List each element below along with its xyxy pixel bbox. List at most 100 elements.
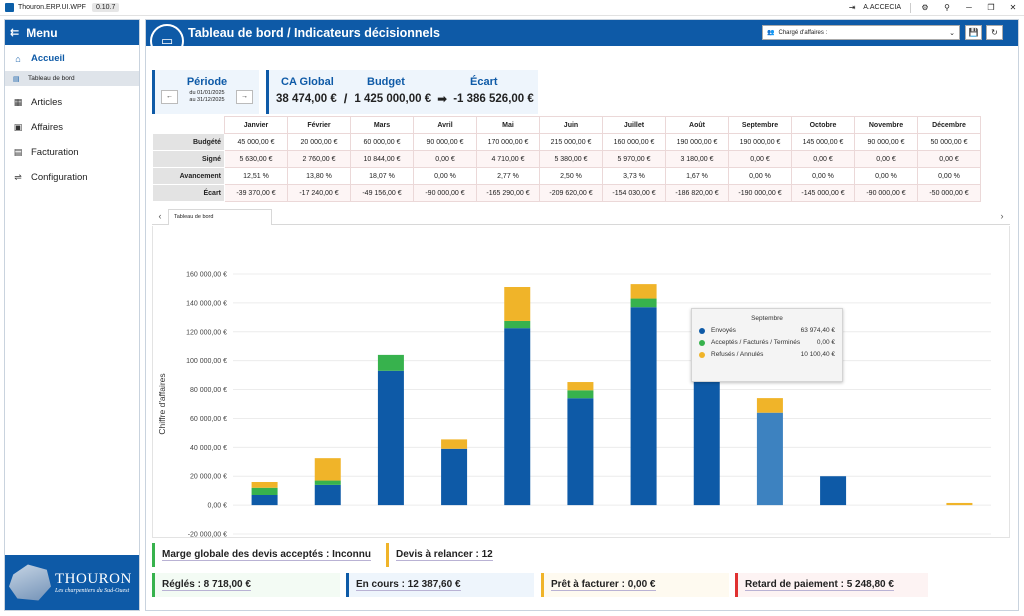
minimize-button[interactable]: ─ bbox=[966, 3, 972, 12]
user-name[interactable]: A.ACCECIA bbox=[863, 4, 901, 11]
tooltip-series-value: 10 100,40 € bbox=[800, 351, 835, 358]
y-tick-label: 20 000,00 € bbox=[190, 474, 227, 481]
sidebar-subitem-tableau-de-bord[interactable]: ▤ Tableau de bord bbox=[5, 71, 139, 86]
save-button[interactable]: 💾 bbox=[965, 25, 982, 40]
table-cell: 2,77 % bbox=[476, 167, 540, 185]
sidebar-subitem-label: Tableau de bord bbox=[28, 75, 75, 82]
bar-envoy-s-septembre bbox=[756, 412, 783, 506]
menu-collapse-icon[interactable]: ⇇ bbox=[10, 27, 20, 39]
ecart-value: -1 386 526,00 € bbox=[453, 92, 534, 105]
table-cell: 0,00 % bbox=[917, 167, 981, 185]
dashboard-icon: ▤ bbox=[13, 75, 20, 83]
bar-envoy-s-août bbox=[693, 380, 720, 506]
sliders-icon: ⇌ bbox=[14, 172, 22, 182]
invoice-icon: ▤ bbox=[13, 147, 23, 157]
card-pret-a-facturer[interactable]: Prêt à facturer : 0,00 € bbox=[541, 573, 729, 597]
previous-period-button[interactable]: ← bbox=[161, 90, 178, 104]
close-button[interactable]: ✕ bbox=[1009, 3, 1017, 12]
user-group-icon: 👥 bbox=[767, 30, 775, 36]
bar-envoy-s-mars bbox=[377, 370, 404, 506]
month-header: Juin bbox=[539, 116, 603, 134]
logout-icon[interactable]: ⇥ bbox=[848, 3, 856, 12]
tab-scroll-right-icon[interactable]: › bbox=[1000, 211, 1004, 221]
bar-accept-s-factur-s-termin-s-juin bbox=[567, 390, 594, 399]
card-text: Retard de paiement : 5 248,80 € bbox=[745, 579, 894, 591]
bar-accept-s-factur-s-termin-s-janvier bbox=[251, 487, 278, 495]
table-cell: 0,00 % bbox=[728, 167, 792, 185]
month-header: Septembre bbox=[728, 116, 792, 134]
table-cell: -190 000,00 € bbox=[728, 184, 792, 202]
company-logo: THOURON Les charpentiers du Sud-Ouest bbox=[5, 555, 139, 610]
version-badge: 0.10.7 bbox=[91, 3, 120, 12]
table-cell: 1,67 % bbox=[665, 167, 729, 185]
next-period-button[interactable]: → bbox=[236, 90, 253, 104]
charge-affaires-select[interactable]: 👥 Chargé d'affaires : ⌄ bbox=[762, 25, 960, 40]
table-cell: -186 820,00 € bbox=[665, 184, 729, 202]
pin-icon[interactable]: ⚲ bbox=[944, 3, 950, 12]
series-dot-icon bbox=[699, 328, 705, 334]
refresh-button[interactable]: ↻ bbox=[986, 25, 1003, 40]
map-icon bbox=[9, 564, 51, 601]
page-header: ▭ Tableau de bord / Indicateurs décision… bbox=[146, 20, 1018, 46]
table-cell: 0,00 % bbox=[791, 167, 855, 185]
settings-icon[interactable]: ⚙ bbox=[921, 3, 929, 12]
ca-global-label: CA Global bbox=[281, 76, 334, 88]
table-cell: -154 030,00 € bbox=[602, 184, 666, 202]
table-cell: 160 000,00 € bbox=[602, 133, 666, 151]
bar-envoy-s-octobre bbox=[820, 476, 847, 506]
table-cell: 13,80 % bbox=[287, 167, 351, 185]
sidebar-item-label: Configuration bbox=[31, 172, 88, 183]
refresh-icon: ↻ bbox=[991, 28, 998, 37]
menu-header[interactable]: ⇇ Menu bbox=[5, 20, 139, 45]
tooltip-series-name: Refusés / Annulés bbox=[711, 351, 764, 358]
table-cell: -50 000,00 € bbox=[917, 184, 981, 202]
table-cell: 4 710,00 € bbox=[476, 150, 540, 168]
sidebar-item-configuration[interactable]: ⇌ Configuration bbox=[5, 165, 139, 190]
table-row: Avancement 12,51 % 13,80 % 18,07 % 0,00 % 2,7… bbox=[152, 167, 981, 185]
table-cell: 18,07 % bbox=[350, 167, 414, 185]
home-icon: ⌂ bbox=[15, 53, 21, 64]
y-axis-label: Chiffre d'affaires bbox=[157, 373, 167, 434]
y-tick-label: 80 000,00 € bbox=[190, 387, 227, 394]
bar-envoy-s-avril bbox=[441, 448, 468, 506]
table-cell: 190 000,00 € bbox=[728, 133, 792, 151]
bar-refus-s-annul-s-juin bbox=[567, 382, 594, 391]
chevron-down-icon: ⌄ bbox=[949, 29, 955, 37]
table-cell: 0,00 € bbox=[791, 150, 855, 168]
ecart-label: Écart bbox=[470, 76, 498, 88]
sidebar-item-label: Facturation bbox=[31, 147, 79, 158]
bar-refus-s-annul-s-janvier bbox=[251, 482, 278, 488]
logo-brand: THOURON bbox=[55, 571, 132, 587]
sidebar: ⇇ Menu ⌂ Accueil ▤ Tableau de bord ▦ Art… bbox=[4, 19, 140, 611]
tab-tableau-de-bord[interactable]: Tableau de bord bbox=[168, 209, 272, 225]
month-header: Mai bbox=[476, 116, 540, 134]
main-panel: ▭ Tableau de bord / Indicateurs décision… bbox=[145, 19, 1019, 611]
table-cell: 20 000,00 € bbox=[287, 133, 351, 151]
app-icon bbox=[5, 3, 14, 12]
kpi-panel: CA Global Budget Écart 38 474,00 € / 1 4… bbox=[266, 70, 538, 114]
sidebar-item-label: Articles bbox=[31, 97, 63, 108]
month-header: Août bbox=[665, 116, 729, 134]
periode-from: du 01/01/2025 bbox=[189, 90, 225, 96]
bar-envoy-s-février bbox=[314, 484, 341, 506]
card-marge-globale[interactable]: Marge globale des devis acceptés : Incon… bbox=[152, 543, 380, 567]
table-cell: 60 000,00 € bbox=[350, 133, 414, 151]
row-label: Écart bbox=[152, 184, 225, 202]
maximize-button[interactable]: ❐ bbox=[987, 3, 995, 12]
table-cell: 170 000,00 € bbox=[476, 133, 540, 151]
sidebar-item-facturation[interactable]: ▤ Facturation bbox=[5, 140, 139, 165]
sidebar-item-accueil[interactable]: ⌂ Accueil bbox=[5, 46, 139, 71]
table-cell: 190 000,00 € bbox=[665, 133, 729, 151]
series-dot-icon bbox=[699, 340, 705, 346]
card-en-cours[interactable]: En cours : 12 387,60 € bbox=[346, 573, 534, 597]
card-retard-paiement[interactable]: Retard de paiement : 5 248,80 € bbox=[735, 573, 928, 597]
sidebar-item-label: Affaires bbox=[31, 122, 64, 133]
sidebar-item-articles[interactable]: ▦ Articles bbox=[5, 90, 139, 115]
table-cell: 0,00 € bbox=[728, 150, 792, 168]
card-regles[interactable]: Réglés : 8 718,00 € bbox=[152, 573, 340, 597]
y-tick-label: 120 000,00 € bbox=[186, 329, 227, 336]
sidebar-item-affaires[interactable]: ▣ Affaires bbox=[5, 115, 139, 140]
table-cell: 45 000,00 € bbox=[224, 133, 288, 151]
card-devis-a-relancer[interactable]: Devis à relancer : 12 bbox=[386, 543, 511, 567]
tab-scroll-left-icon[interactable]: ‹ bbox=[158, 211, 162, 221]
